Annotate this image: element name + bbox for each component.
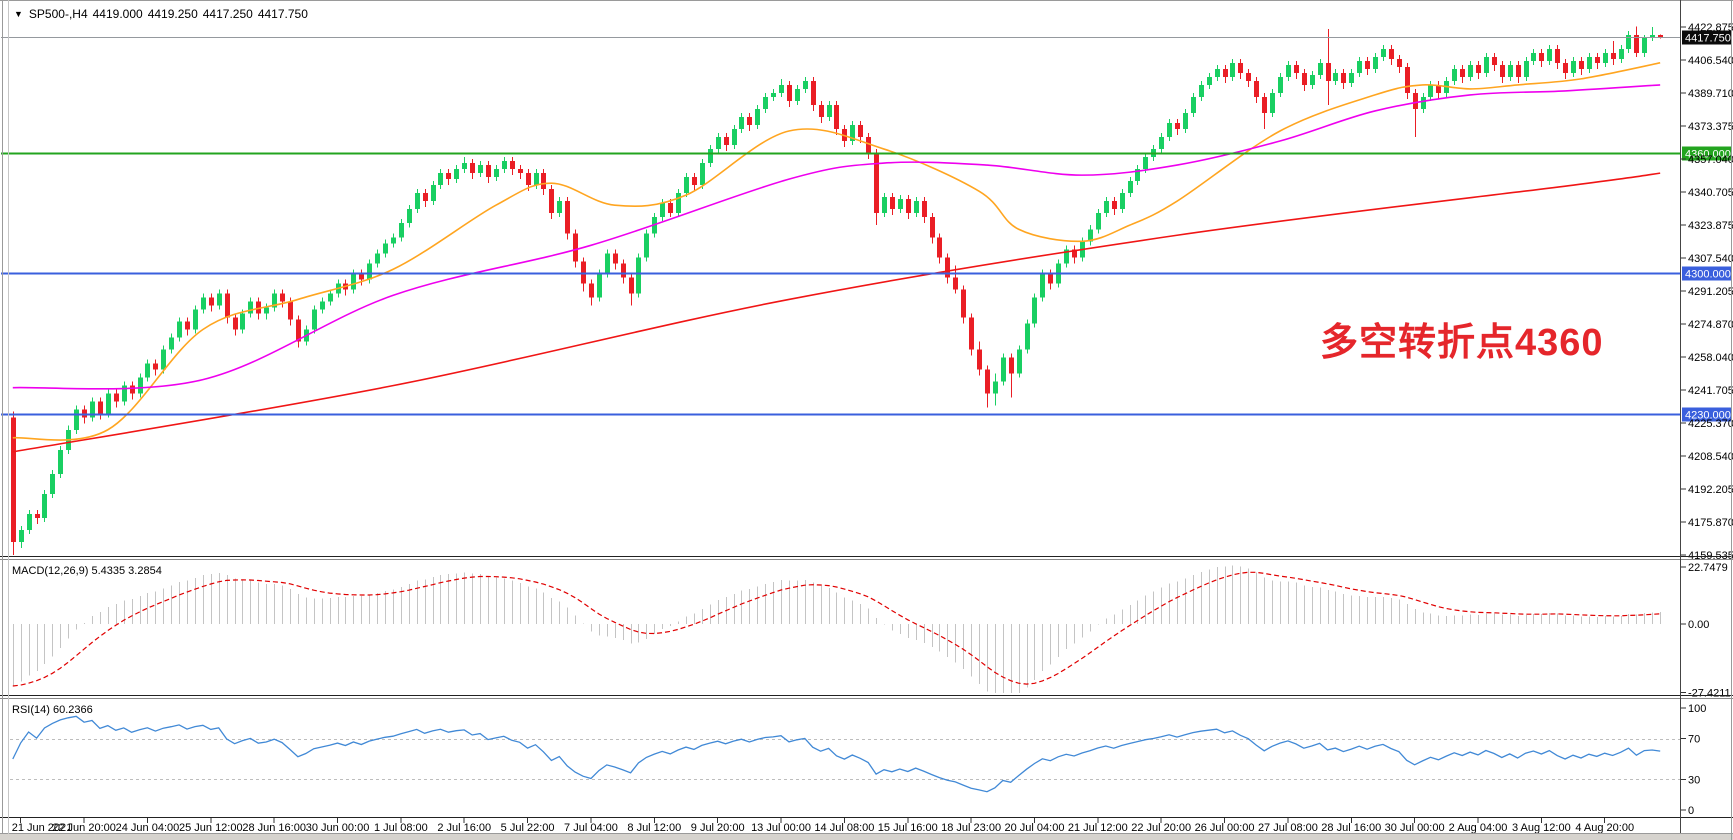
rsi-value: 60.2366 [52,704,93,716]
ma-mid-magenta [12,84,1661,390]
time-tick-label: 13 Jul 00:00 [751,822,811,834]
hline-tag-label: 4360.000 [1685,149,1731,161]
price-tick-label: 4175.870 [1688,517,1733,529]
time-tick-label: 28 Jun 16:00 [242,822,306,834]
rsi-line [12,715,1661,793]
time-tick-label: 4 Aug 20:00 [1575,822,1634,834]
hline-tag-label: 4230.000 [1685,410,1731,422]
time-tick-label: 14 Jul 08:00 [814,822,874,834]
ohlc-high-value: 4419.250 [147,7,198,21]
price-tick-label: 4291.205 [1688,286,1733,298]
ma-slow-red [12,172,1661,453]
current-price-tag-label: 4417.750 [1685,33,1731,45]
ohlc-open-value: 4419.000 [92,7,143,21]
time-tick-label: 1 Jul 08:00 [374,822,428,834]
time-tick-label: 18 Jul 23:00 [941,822,1001,834]
macd-scale-label: -27.4211 [1688,688,1731,700]
time-tick-label: 22 Jul 20:00 [1131,822,1191,834]
hline-tag-4230.000 [1682,407,1731,422]
price-tick-label: 4307.540 [1688,253,1733,265]
time-tick-label: 30 Jun 00:00 [306,822,370,834]
time-tick-label: 15 Jul 16:00 [878,822,938,834]
time-tick-label: 9 Jul 20:00 [691,822,745,834]
price-tick-label: 4357.040 [1688,154,1733,166]
time-tick-label: 2 Aug 04:00 [1449,822,1508,834]
time-tick-label: 8 Jul 12:00 [627,822,681,834]
time-tick-label: 21 Jul 12:00 [1068,822,1128,834]
time-tick-label: 27 Jul 08:00 [1258,822,1318,834]
symbol-timeframe-label: SP500-,H4 [28,7,88,21]
time-tick-label: 7 Jul 04:00 [564,822,618,834]
macd-name: MACD(12,26,9) [12,565,89,577]
hline-tag-4360.000 [1682,146,1731,161]
price-tick-label: 4406.540 [1688,55,1733,67]
ohlc-close-value: 4417.750 [257,7,308,21]
macd-scale-label: 0.00 [1688,619,1709,631]
ohlc-low-value: 4417.250 [202,7,253,21]
time-tick-label: 28 Jul 16:00 [1321,822,1381,834]
price-tick-label: 4241.705 [1688,385,1733,397]
price-tick-label: 4323.875 [1688,220,1733,232]
hline-tag-4300.000 [1682,266,1731,281]
time-tick-label: 20 Jul 04:00 [1005,822,1065,834]
rsi-name: RSI(14) [12,704,50,716]
price-tick-label: 4422.875 [1688,22,1733,34]
candles-layer [11,26,1663,555]
macd-indicator-label: MACD(12,26,9) 5.4335 3.2854 [12,565,162,577]
price-tick-label: 4373.375 [1688,121,1733,133]
price-tick-label: 4274.870 [1688,319,1733,331]
price-tick-label: 4258.040 [1688,352,1733,364]
price-tick-label: 4340.705 [1688,187,1733,199]
time-tick-label: 26 Jul 00:00 [1195,822,1255,834]
chart-title: ▼ SP500-,H4 4419.000 4419.250 4417.250 4417.7… [14,7,313,21]
collapse-triangle-icon[interactable]: ▼ [14,9,23,19]
ma-fast-orange [12,62,1661,441]
hline-tag-label: 4300.000 [1685,269,1731,281]
macd-signal-line [12,571,1661,687]
price-tick-label: 4225.370 [1688,418,1733,430]
time-tick-label: 24 Jun 04:00 [116,822,180,834]
price-tick-label: 4389.710 [1688,88,1733,100]
time-tick-label: 2 Jul 16:00 [437,822,491,834]
rsi-scale-label: 0 [1688,805,1694,817]
macd-histogram [13,565,1661,693]
time-tick-label: 22 Jun 20:00 [52,822,116,834]
time-tick-label: 25 Jun 12:00 [179,822,243,834]
time-tick-label: 5 Jul 22:00 [501,822,555,834]
current-price-tag [1682,30,1731,45]
rsi-indicator-label: RSI(14) 60.2366 [12,704,93,716]
rsi-scale-label: 100 [1688,703,1706,715]
time-tick-label: 21 Jun 2021 [12,822,73,834]
macd-scale-label: 22.7479 [1688,562,1728,574]
time-tick-label: 3 Aug 12:00 [1512,822,1571,834]
rsi-scale-label: 70 [1688,734,1700,746]
time-tick-label: 30 Jul 00:00 [1385,822,1445,834]
price-tick-label: 4208.540 [1688,451,1733,463]
price-tick-label: 4192.205 [1688,484,1733,496]
rsi-scale-label: 30 [1688,774,1700,786]
macd-values: 5.4335 3.2854 [91,565,162,577]
price-annotation: 多空转折点4360 [1320,322,1604,364]
